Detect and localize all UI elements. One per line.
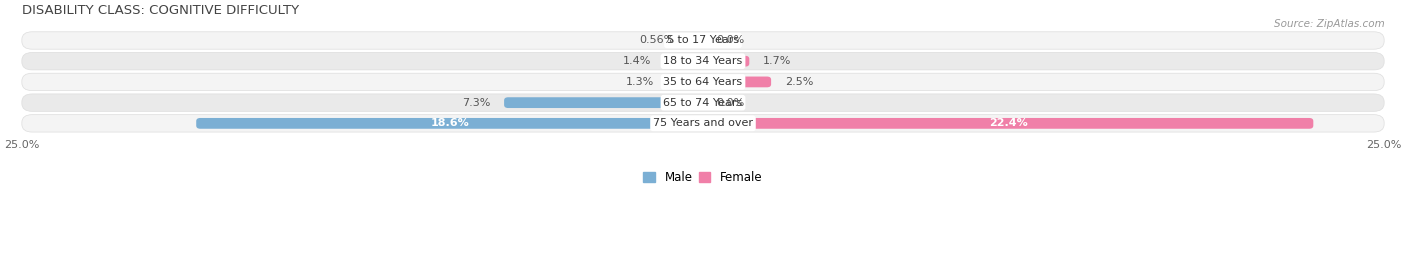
FancyBboxPatch shape — [665, 56, 703, 67]
FancyBboxPatch shape — [668, 76, 703, 87]
FancyBboxPatch shape — [22, 94, 1384, 111]
FancyBboxPatch shape — [703, 56, 749, 67]
Text: 75 Years and over: 75 Years and over — [652, 118, 754, 128]
Text: 35 to 64 Years: 35 to 64 Years — [664, 77, 742, 87]
FancyBboxPatch shape — [22, 52, 1384, 70]
FancyBboxPatch shape — [22, 73, 1384, 91]
FancyBboxPatch shape — [505, 97, 703, 108]
FancyBboxPatch shape — [22, 32, 1384, 49]
Text: DISABILITY CLASS: COGNITIVE DIFFICULTY: DISABILITY CLASS: COGNITIVE DIFFICULTY — [22, 4, 299, 17]
FancyBboxPatch shape — [703, 76, 770, 87]
Text: 0.0%: 0.0% — [717, 35, 745, 45]
Text: 1.3%: 1.3% — [626, 77, 654, 87]
FancyBboxPatch shape — [197, 118, 703, 129]
Text: 65 to 74 Years: 65 to 74 Years — [664, 98, 742, 108]
FancyBboxPatch shape — [688, 35, 703, 46]
Legend: Male, Female: Male, Female — [638, 167, 768, 189]
FancyBboxPatch shape — [22, 115, 1384, 132]
Text: 0.56%: 0.56% — [638, 35, 673, 45]
Text: 2.5%: 2.5% — [785, 77, 813, 87]
Text: 18 to 34 Years: 18 to 34 Years — [664, 56, 742, 66]
FancyBboxPatch shape — [703, 118, 1313, 129]
Text: 1.7%: 1.7% — [763, 56, 792, 66]
Text: Source: ZipAtlas.com: Source: ZipAtlas.com — [1274, 19, 1385, 29]
Text: 22.4%: 22.4% — [988, 118, 1028, 128]
Text: 0.0%: 0.0% — [717, 98, 745, 108]
Text: 7.3%: 7.3% — [463, 98, 491, 108]
Text: 1.4%: 1.4% — [623, 56, 651, 66]
Text: 5 to 17 Years: 5 to 17 Years — [666, 35, 740, 45]
Text: 18.6%: 18.6% — [430, 118, 470, 128]
